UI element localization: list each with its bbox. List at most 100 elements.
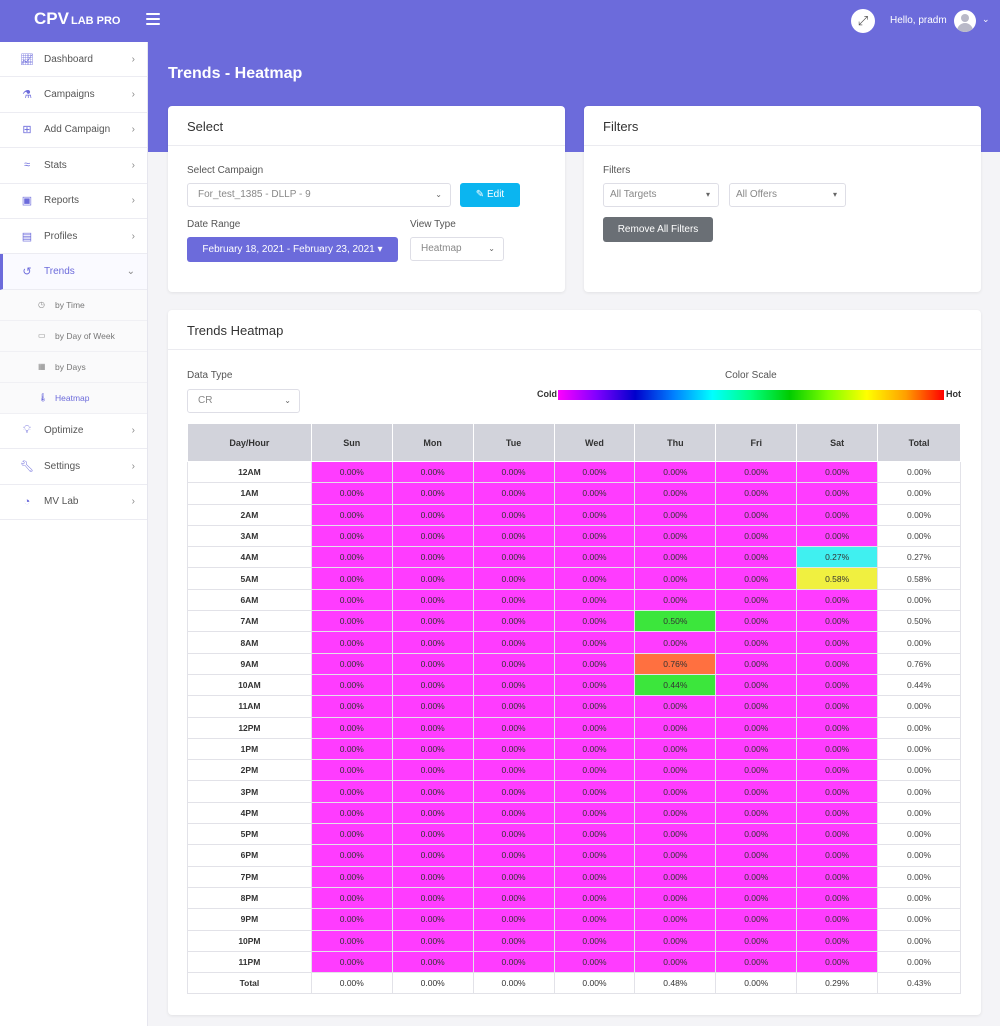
table-row: 3AM 0.00% 0.00% 0.00% 0.00% 0.00% 0.00% 0.00% 0.… (187, 524, 961, 548)
heat-cell: 0.00% (472, 929, 555, 952)
heat-cell: 0.00% (472, 673, 555, 697)
row-label: 10AM (187, 673, 312, 697)
sidebar-item-campaigns[interactable]: ⚗ Campaigns › (0, 77, 147, 113)
chevron-right-icon: › (131, 195, 135, 207)
heat-cell: 0.00% (472, 759, 555, 782)
edit-button[interactable]: ✎ Edit (460, 183, 520, 207)
column-header: Wed (553, 423, 636, 462)
chevron-right-icon: › (131, 460, 135, 472)
chevron-down-icon[interactable]: ⌄ (982, 14, 990, 24)
sidebar-item-label: Campaigns (44, 89, 95, 101)
heat-cell: 0.00% (634, 567, 717, 590)
row-total: 0.00% (877, 482, 961, 505)
heat-cell: 0.00% (715, 823, 798, 846)
heat-cell: 0.00% (472, 460, 555, 484)
menu-toggle-icon[interactable] (146, 13, 160, 25)
heat-cell: 0.76% (634, 652, 717, 675)
sidebar-subitem-by-day-of-week[interactable]: ▭ by Day of Week (0, 320, 147, 352)
heat-cell: 0.00% (310, 588, 393, 612)
chevron-down-icon: ⌄ (126, 266, 135, 278)
heat-cell: 0.00% (553, 588, 636, 612)
table-row: 9PM 0.00% 0.00% 0.00% 0.00% 0.00% 0.00% 0.00% 0.… (187, 908, 961, 931)
table-row: 5AM 0.00% 0.00% 0.00% 0.00% 0.00% 0.00% 0.58% 0.… (187, 567, 961, 590)
column-header: Sun (310, 423, 393, 462)
sidebar-item-mv-lab[interactable]: ◔ MV Lab › (0, 485, 147, 520)
remove-all-filters-button[interactable]: Remove All Filters (603, 217, 713, 242)
heat-cell: 0.00% (634, 950, 717, 974)
heat-cell: 0.00% (796, 695, 879, 718)
heat-cell: 0.50% (634, 610, 717, 633)
table-row: 10AM 0.00% 0.00% 0.00% 0.00% 0.44% 0.00% 0.00% 0… (187, 673, 961, 697)
sidebar-item-trends[interactable]: ↺ Trends ⌄ (0, 254, 147, 290)
sidebar-subitem-label: Heatmap (55, 392, 90, 403)
table-row: 6PM 0.00% 0.00% 0.00% 0.00% 0.00% 0.00% 0.00% 0.… (187, 844, 961, 867)
view-type-select[interactable]: Heatmap ⌄ (410, 237, 504, 261)
offers-select[interactable]: All Offers ▾ (729, 183, 846, 207)
sidebar-item-reports[interactable]: ▣ Reports › (0, 184, 147, 219)
heat-cell: 0.00% (472, 908, 555, 931)
heat-cell: 0.00% (715, 673, 798, 697)
row-label: 5AM (187, 567, 312, 590)
avatar[interactable] (954, 10, 976, 32)
sidebar-item-profiles[interactable]: ▤ Profiles › (0, 219, 147, 255)
targets-select[interactable]: All Targets ▾ (603, 183, 719, 207)
heatmap-table: Day/Hour Sun Mon Tue Wed Thu Fri Sat Total 12AM 0… (187, 423, 961, 995)
heat-cell: 0.00% (715, 610, 798, 633)
plus-square-icon: ⊞ (22, 124, 32, 137)
logo[interactable]: CPV LAB PRO (34, 9, 120, 29)
sidebar-item-optimize[interactable]: 💡︎ Optimize › (0, 414, 147, 450)
clipboard-icon: ▤ (21, 230, 33, 243)
heat-cell: 0.00% (715, 631, 798, 654)
column-header: Thu (634, 423, 717, 462)
cold-label: Cold (537, 389, 557, 399)
sidebar-subitem-heatmap[interactable]: 🌡︎ Heatmap (0, 382, 147, 414)
sidebar-item-settings[interactable]: 🔧︎ Settings › (0, 449, 147, 485)
heat-cell: 0.00% (310, 503, 393, 526)
heat-cell: 0.00% (391, 695, 474, 718)
heat-cell: 0.29% (796, 972, 879, 995)
heat-cell: 0.00% (472, 631, 555, 654)
heat-cell: 0.00% (715, 780, 798, 803)
heat-cell: 0.00% (634, 886, 717, 910)
chevron-right-icon: › (131, 230, 135, 242)
row-label: 2AM (187, 503, 312, 526)
table-row: 3PM 0.00% 0.00% 0.00% 0.00% 0.00% 0.00% 0.00% 0.… (187, 780, 961, 803)
heat-cell: 0.00% (310, 844, 393, 867)
campaign-label: Select Campaign (187, 165, 264, 176)
heat-cell: 0.00% (391, 823, 474, 846)
data-type-select[interactable]: CR ⌄ (187, 389, 300, 413)
fullscreen-icon[interactable]: ⤢ (851, 9, 875, 33)
heat-cell: 0.00% (310, 567, 393, 590)
lightbulb-icon: 💡︎ (23, 424, 31, 437)
sidebar-subitem-by-time[interactable]: ◷ by Time (0, 289, 147, 321)
heat-cell: 0.00% (310, 908, 393, 931)
sidebar-item-stats[interactable]: ≈ Stats › (0, 148, 147, 184)
heat-cell: 0.00% (391, 503, 474, 526)
heat-cell: 0.00% (715, 460, 798, 484)
heat-cell: 0.00% (553, 610, 636, 633)
row-total: 0.00% (877, 716, 961, 739)
color-scale-label: Color Scale (725, 370, 777, 381)
date-range-button[interactable]: February 18, 2021 - February 23, 2021 ▾ (187, 237, 398, 262)
heat-cell: 0.00% (553, 460, 636, 484)
heat-cell: 0.00% (796, 844, 879, 867)
date-range-value: February 18, 2021 - February 23, 2021 (202, 244, 375, 255)
user-greeting[interactable]: Hello, pradm (890, 15, 947, 26)
sidebar-subitem-by-days[interactable]: ▦ by Days (0, 351, 147, 383)
heat-cell: 0.00% (634, 631, 717, 654)
heat-cell: 0.00% (634, 482, 717, 505)
heat-cell: 0.00% (634, 737, 717, 761)
heat-cell: 0.00% (310, 780, 393, 803)
sidebar-item-add-campaign[interactable]: ⊞ Add Campaign › (0, 113, 147, 149)
heat-cell: 0.00% (796, 801, 879, 825)
heat-cell: 0.00% (634, 524, 717, 548)
heat-cell: 0.00% (310, 886, 393, 910)
row-label: 6PM (187, 844, 312, 867)
sidebar-item-label: Trends (44, 266, 75, 278)
column-header: Mon (391, 423, 474, 462)
campaign-select[interactable]: For_test_1385 - DLLP - 9 ⌄ (187, 183, 451, 207)
row-total: 0.58% (877, 567, 961, 590)
sidebar-item-dashboard[interactable]: 📈︎ Dashboard › (0, 42, 147, 78)
heat-cell: 0.00% (553, 716, 636, 739)
heat-cell: 0.00% (796, 588, 879, 612)
